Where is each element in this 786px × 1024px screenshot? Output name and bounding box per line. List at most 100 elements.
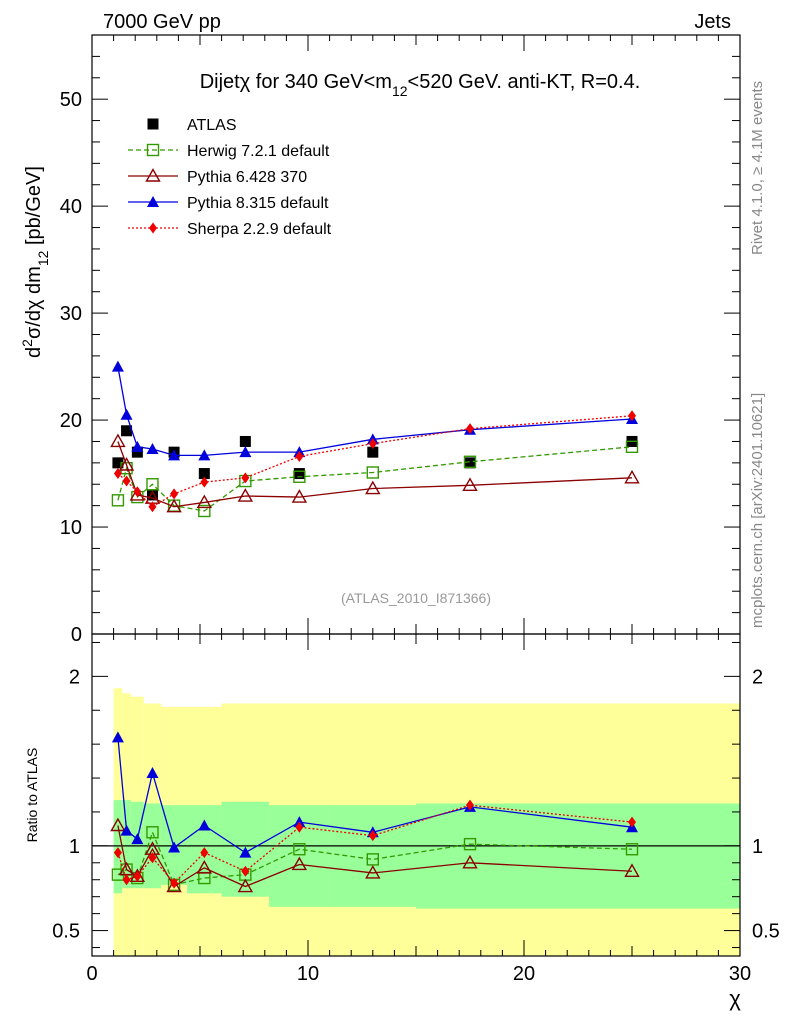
y-tick-label: 20 (60, 410, 82, 432)
data-point-pythia6 (624, 469, 640, 484)
data-point-pythia6 (624, 863, 640, 877)
data-point-atlas (367, 446, 379, 458)
data-point-atlas (112, 457, 124, 469)
data-point-pythia8 (239, 846, 252, 858)
x-tick-label: 0 (86, 963, 97, 985)
ratio-y-tick-label-right: 2 (752, 666, 763, 688)
series-pythia6 (110, 817, 640, 893)
analysis-id-label: (ATLAS_2010_I871366) (341, 590, 491, 606)
data-point-pythia8 (168, 841, 181, 853)
data-point-pythia8 (168, 449, 181, 461)
data-point-sherpa (148, 501, 157, 513)
data-point-sherpa (368, 438, 377, 450)
data-point-sherpa (133, 870, 142, 882)
x-tick-label: 10 (297, 963, 319, 985)
data-point-herwig (198, 504, 211, 518)
data-point-pythia8 (120, 408, 133, 420)
data-point-pythia6 (110, 433, 126, 448)
data-point-pythia8 (111, 731, 124, 743)
data-point-pythia6 (166, 498, 182, 513)
legend-marker-sherpa (149, 222, 157, 234)
ratio-panel: 0 10 20 300.5 0.51 12 2 (52, 633, 780, 985)
data-point-pythia8 (293, 816, 306, 828)
data-point-herwig (625, 843, 639, 856)
legend-label-pythia6: Pythia 6.428 370 (187, 169, 307, 186)
data-point-sherpa (122, 475, 131, 487)
series-atlas (112, 425, 638, 501)
inner-uncertainty-band (329, 805, 416, 907)
data-point-herwig (625, 440, 639, 454)
data-point-herwig (111, 494, 125, 507)
ratio-y-tick-label: 0.5 (52, 921, 80, 943)
data-point-sherpa (133, 486, 142, 498)
data-point-herwig (146, 478, 159, 491)
data-point-pythia6 (196, 859, 213, 874)
x-axis-label: χ (729, 986, 741, 1011)
data-point-pythia8 (120, 824, 133, 836)
data-point-herwig (293, 843, 306, 856)
data-point-atlas (146, 489, 158, 501)
legend-label-pythia8: Pythia 8.315 default (187, 195, 329, 212)
data-point-sherpa (466, 799, 474, 811)
data-point-herwig (463, 455, 477, 468)
data-point-sherpa (295, 450, 304, 462)
data-point-sherpa (148, 852, 157, 864)
data-point-herwig (366, 466, 379, 479)
main-panel: 0 10 20 30 40 50 (60, 34, 741, 650)
series-line-pythia6 (117, 441, 633, 508)
legend-label-herwig: Herwig 7.2.1 default (187, 143, 330, 160)
rivet-version-label: Rivet 4.1.0, ≥ 4.1M events (749, 81, 766, 255)
legend: ATLAS Herwig 7.2.1 default Pythia 6.428 37… (128, 117, 332, 238)
data-point-pythia8 (198, 819, 211, 831)
title-part: Dijet (200, 71, 240, 93)
data-point-pythia6 (110, 817, 126, 832)
data-point-sherpa (170, 488, 179, 500)
data-point-sherpa (241, 865, 250, 877)
data-point-herwig (463, 837, 477, 851)
data-point-herwig (293, 470, 306, 483)
data-point-herwig (146, 826, 159, 839)
series-pythia8 (111, 731, 638, 858)
data-point-pythia6 (291, 489, 308, 503)
y-tick-label: 30 (60, 303, 82, 325)
data-point-sherpa (122, 874, 131, 886)
y-tick-label: 40 (60, 196, 82, 218)
data-point-atlas (464, 457, 476, 469)
data-point-pythia6 (237, 878, 254, 893)
data-point-pythia8 (146, 442, 159, 454)
ratio-y-tick-label-right: 1 (752, 836, 763, 858)
data-point-pythia8 (131, 833, 144, 845)
data-point-pythia6 (462, 854, 478, 869)
collision-energy-label: 7000 GeV pp (103, 11, 221, 33)
x-tick-label: 30 (729, 963, 751, 985)
ratio-y-tick-label: 1 (69, 836, 80, 858)
legend-label-atlas: ATLAS (187, 117, 237, 134)
data-point-pythia6 (196, 494, 213, 509)
series-line-pythia6 (117, 825, 633, 888)
data-point-pythia6 (462, 477, 478, 492)
data-point-sherpa (113, 847, 122, 859)
main-y-axis-label: d2σ/dχ dm12 [pb/GeV] (19, 166, 51, 358)
ratio-y-tick-label: 2 (69, 666, 80, 688)
mcplots-reference-label: mcplots.cern.ch [arXiv:2401.10621] (749, 393, 766, 628)
y-tick-label: 50 (60, 89, 82, 111)
series-line-herwig (117, 446, 633, 512)
series-sherpa (113, 410, 636, 513)
legend-label-sherpa: Sherpa 2.2.9 default (187, 221, 332, 238)
data-point-sherpa (200, 847, 209, 859)
data-point-sherpa (628, 816, 636, 828)
ratio-y-tick-label-right: 0.5 (752, 921, 780, 943)
data-point-pythia6 (291, 856, 308, 871)
data-point-sherpa (200, 476, 209, 488)
data-point-atlas (198, 468, 210, 480)
ratio-y-axis-label: Ratio to ATLAS (24, 748, 40, 843)
data-point-sherpa (466, 423, 474, 435)
data-point-sherpa (113, 468, 122, 480)
data-point-pythia6 (129, 487, 146, 501)
title-part: for 340 GeV<m (250, 71, 392, 93)
data-point-pythia8 (146, 766, 159, 778)
data-point-sherpa (628, 410, 636, 422)
data-point-sherpa (295, 821, 304, 833)
data-point-herwig (366, 853, 379, 866)
